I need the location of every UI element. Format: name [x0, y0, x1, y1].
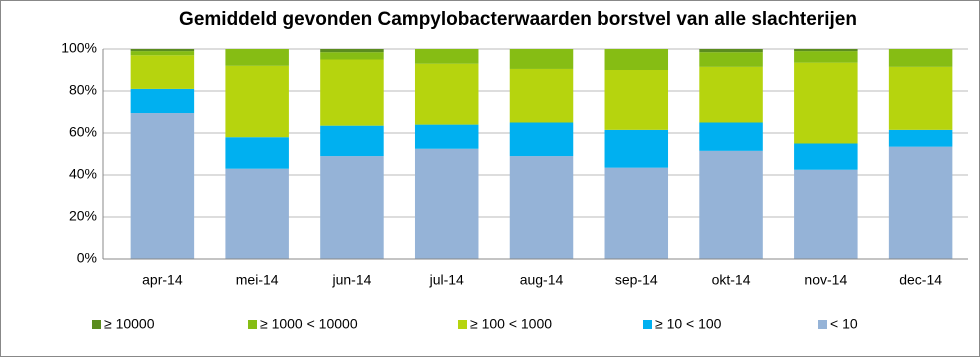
chart-title: Gemiddeld gevonden Campylobacterwaarden …	[179, 9, 857, 30]
x-tick-label: jun-14	[331, 272, 371, 288]
bar-segment	[794, 49, 858, 52]
legend-label: ≥ 100 < 1000	[470, 316, 552, 332]
bar-segment	[320, 125, 384, 157]
x-tick-label: sep-14	[615, 272, 658, 288]
legend-label: ≥ 10 < 100	[655, 316, 722, 332]
bar-segment	[225, 65, 289, 138]
bar-segment	[888, 66, 953, 130]
legend-swatch	[643, 320, 652, 329]
bar-segment	[794, 51, 858, 63]
x-tick-label: nov-14	[804, 272, 847, 288]
x-tick-label: apr-14	[142, 272, 183, 288]
legend-label: ≥ 1000 < 10000	[260, 316, 358, 332]
bar-segment	[225, 49, 289, 66]
y-tick-label: 40%	[69, 166, 97, 182]
bar-segment	[414, 49, 479, 64]
bar-segment	[888, 129, 953, 147]
x-tick-label: jul-14	[429, 272, 464, 288]
bar-segment	[888, 146, 953, 259]
bar-segment	[699, 66, 763, 123]
bar-segment	[225, 137, 289, 169]
bar-segment	[320, 52, 384, 60]
bar-segment	[604, 70, 669, 130]
legend-swatch	[818, 320, 827, 329]
bar-segment	[509, 156, 574, 259]
legend-swatch	[248, 320, 257, 329]
y-tick-label: 80%	[69, 82, 97, 98]
legend-label: ≥ 10000	[104, 316, 155, 332]
y-tick-label: 20%	[69, 208, 97, 224]
bar-segment	[699, 49, 763, 53]
bar-segment	[130, 55, 195, 89]
bar-segment	[794, 169, 858, 259]
bar-segment	[414, 148, 479, 259]
bar-segment	[320, 59, 384, 126]
legend-swatch	[458, 320, 467, 329]
bar-segment	[130, 51, 195, 56]
x-tick-label: aug-14	[520, 272, 564, 288]
bar-segment	[794, 143, 858, 170]
bar-segment	[604, 129, 669, 168]
bar-segment	[509, 122, 574, 157]
y-tick-label: 100%	[61, 40, 97, 56]
x-tick-label: mei-14	[236, 272, 279, 288]
y-tick-label: 0%	[77, 250, 97, 266]
bar-segment	[320, 49, 384, 53]
bar-segment	[130, 113, 195, 259]
bar-segment	[414, 63, 479, 125]
bar-segment	[699, 52, 763, 67]
bar-segment	[414, 124, 479, 149]
bar-segment	[225, 168, 289, 259]
y-tick-label: 60%	[69, 124, 97, 140]
bar-segment	[888, 49, 953, 67]
legend-swatch	[92, 320, 101, 329]
bar-segment	[699, 122, 763, 151]
x-tick-label: okt-14	[712, 272, 751, 288]
legend-label: < 10	[830, 316, 858, 332]
bar-segment	[320, 156, 384, 259]
x-tick-label: dec-14	[899, 272, 942, 288]
bar-segment	[699, 150, 763, 259]
bar-segment	[130, 49, 195, 52]
bar-segment	[604, 49, 669, 70]
bar-segment	[509, 68, 574, 123]
bar-segment	[604, 167, 669, 259]
bar-segment	[509, 49, 574, 69]
bar-segment	[130, 88, 195, 114]
bar-segment	[794, 62, 858, 144]
